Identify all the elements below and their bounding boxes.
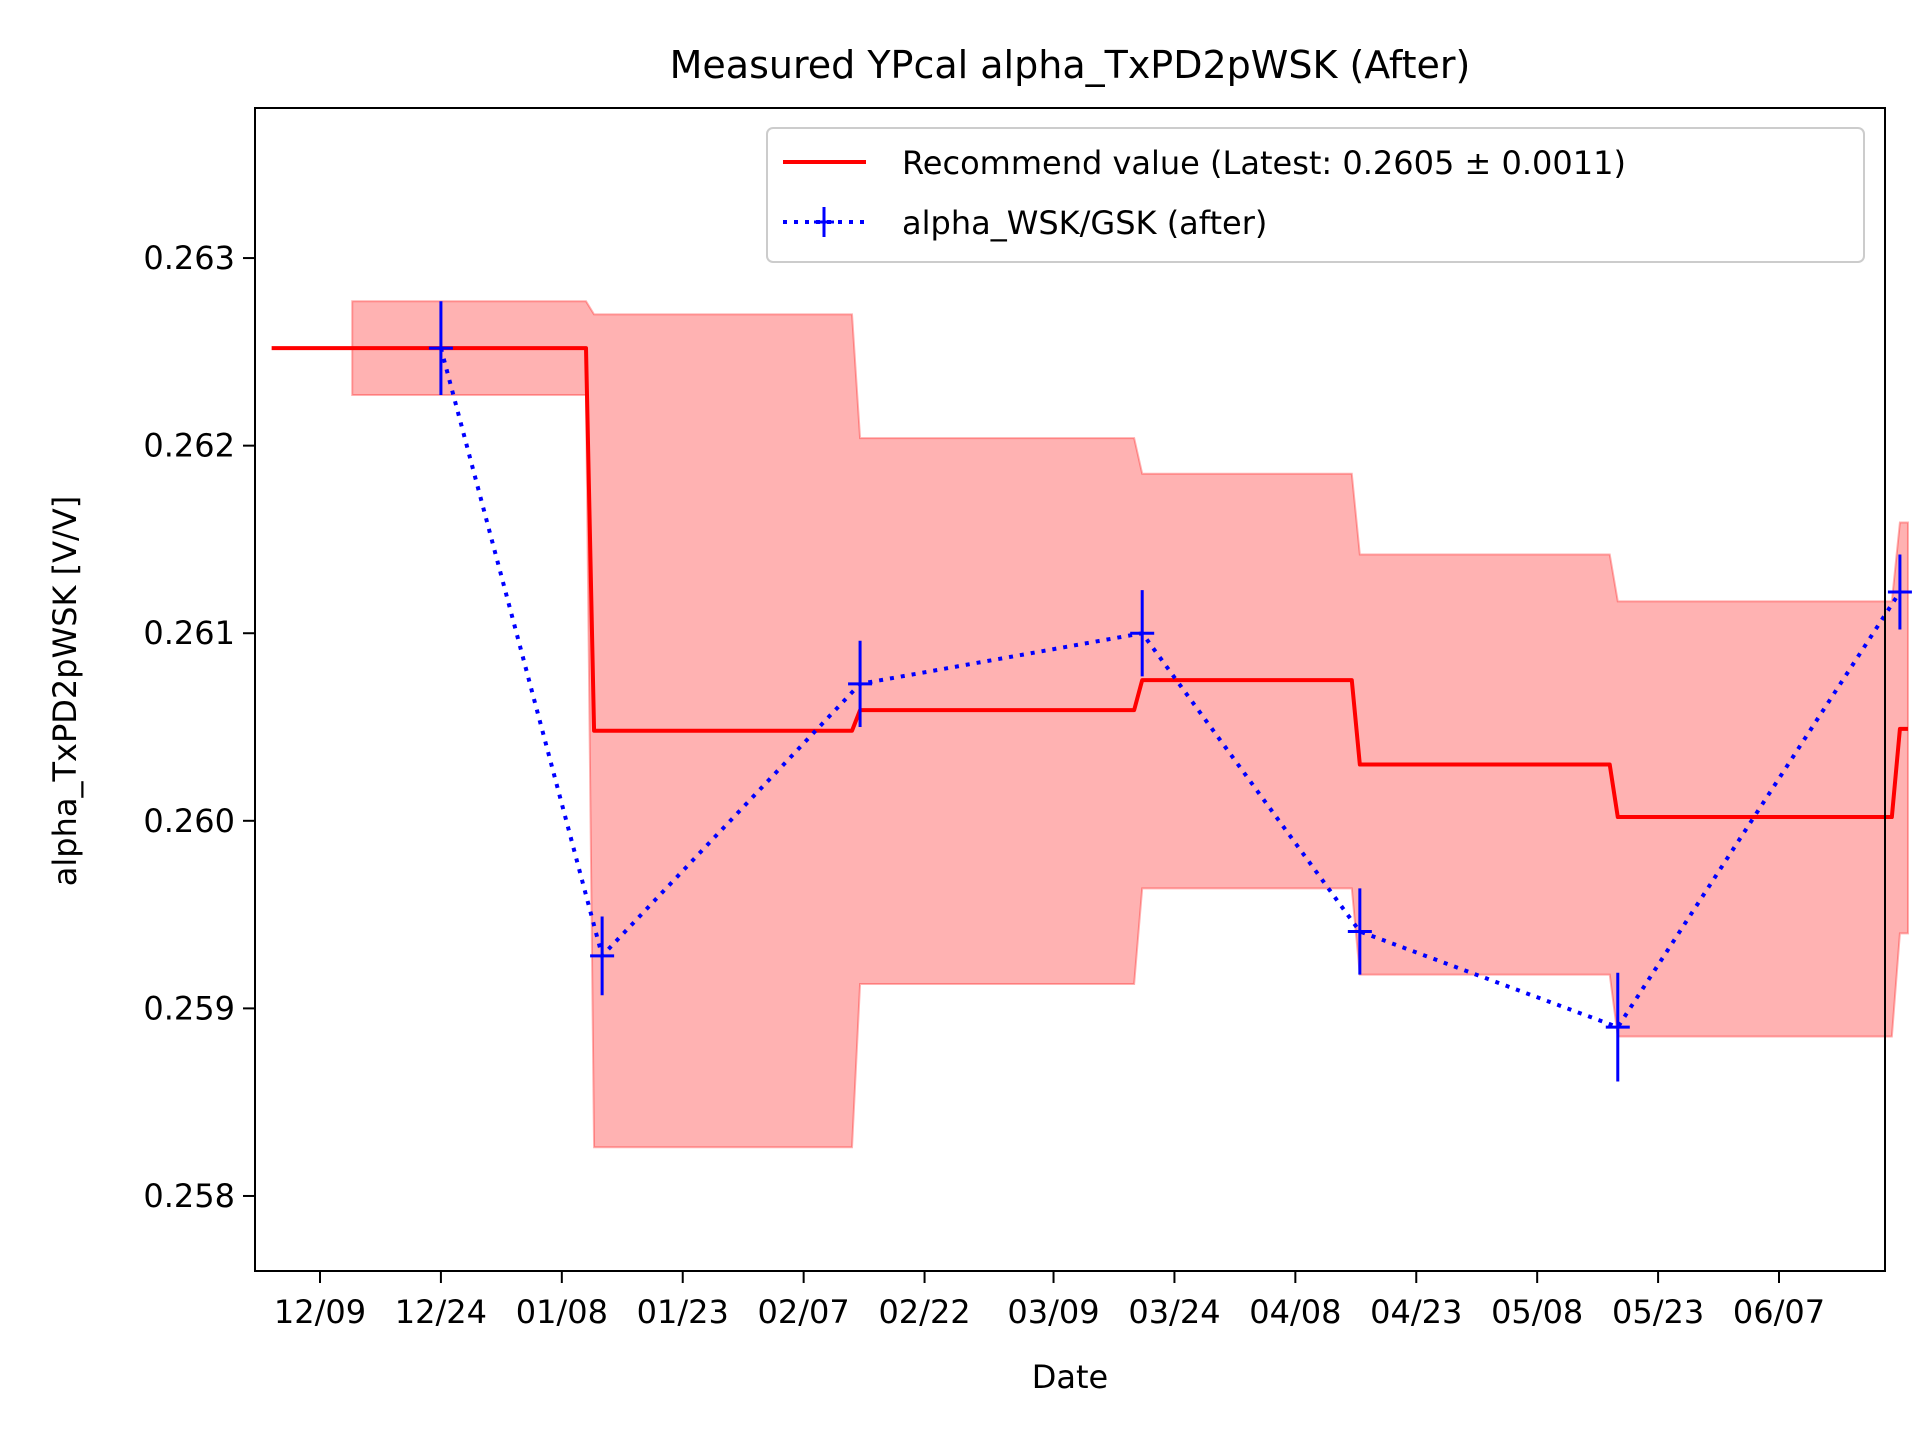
x-tick-label: 01/08 (516, 1293, 608, 1331)
legend-label-recommend: Recommend value (Latest: 0.2605 ± 0.0011… (902, 144, 1626, 182)
plot-frame (254, 107, 1886, 1272)
x-tick-label: 12/09 (274, 1293, 366, 1331)
x-tick-label: 03/24 (1128, 1293, 1220, 1331)
recommend-value-line (271, 346, 1908, 820)
y-axis-label: alpha_TxPD2pWSK [V/V] (46, 496, 84, 886)
x-tick-label: 04/23 (1370, 1293, 1462, 1331)
y-tick-label: 0.260 (143, 802, 235, 840)
y-tick-label: 0.263 (143, 239, 235, 277)
y-tick-label: 0.259 (143, 989, 235, 1027)
legend-label-measurement: alpha_WSK/GSK (after) (902, 204, 1267, 242)
uncertainty-band (351, 300, 1909, 1149)
uncertainty-band-area (351, 300, 1909, 1149)
x-tick-label: 04/08 (1249, 1293, 1341, 1331)
recommend-value-path (271, 346, 1908, 820)
x-tick-label: 03/09 (1007, 1293, 1099, 1331)
x-tick-label: 06/07 (1733, 1293, 1825, 1331)
x-tick-label: 05/08 (1491, 1293, 1583, 1331)
x-axis-label: Date (1032, 1358, 1108, 1396)
legend-box (766, 127, 1865, 263)
x-tick-label: 01/23 (637, 1293, 729, 1331)
measurement-series (428, 301, 1912, 1082)
x-axis-ticks: 12/09 12/24 01/08 01/23 02/07 02/22 03/09 03/24… (274, 1271, 1825, 1331)
y-tick-label: 0.258 (143, 1177, 235, 1215)
x-tick-label: 05/23 (1612, 1293, 1704, 1331)
chart-title: Measured YPcal alpha_TxPD2pWSK (After) (670, 43, 1471, 87)
y-tick-label: 0.262 (143, 427, 235, 465)
y-tick-label: 0.261 (143, 614, 235, 652)
x-tick-label: 12/24 (395, 1293, 487, 1331)
legend: Recommend value (Latest: 0.2605 ± 0.0011… (766, 127, 1865, 263)
x-tick-label: 02/07 (758, 1293, 850, 1331)
y-axis-ticks: 0.258 0.259 0.260 0.261 0.262 0.263 (143, 239, 255, 1215)
x-tick-label: 02/22 (878, 1293, 970, 1331)
